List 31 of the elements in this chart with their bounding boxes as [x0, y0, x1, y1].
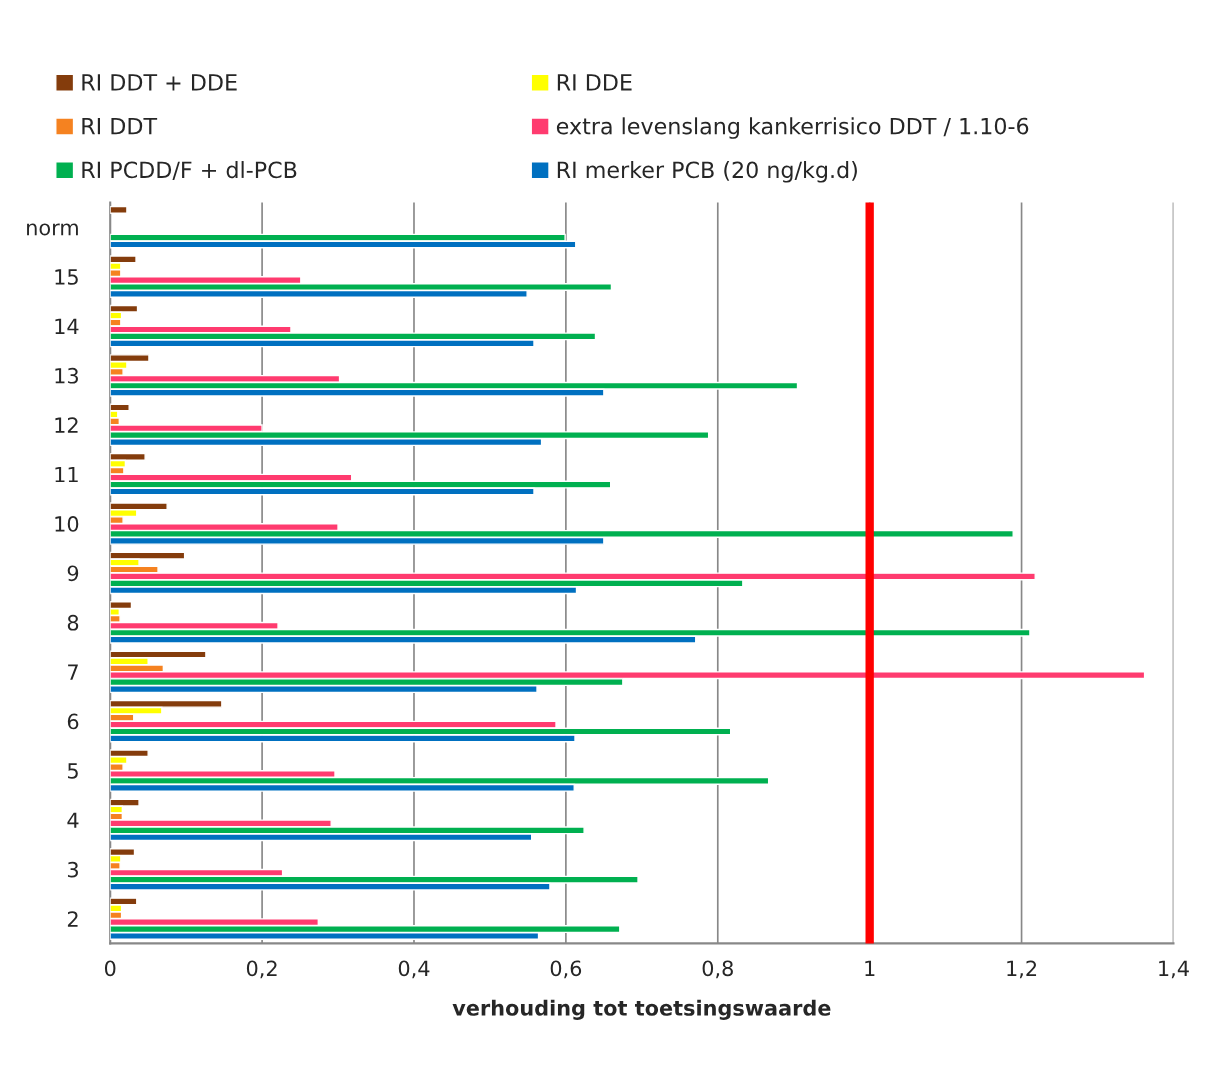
legend-label: RI PCDD/F + dl-PCB: [82, 161, 297, 180]
y-tick-label: 7: [68, 664, 78, 680]
x-axis-title: verhouding tot toetsingswaarde: [452, 999, 831, 1021]
y-tick-label: norm: [27, 223, 78, 236]
y-tick-label: 8: [67, 614, 79, 631]
x-tick-label: 0: [104, 960, 116, 977]
y-tick-label: 3: [67, 861, 78, 878]
legend-label: RI DDE: [557, 74, 632, 91]
legend-label: extra levenslang kankerrisico DDT / 1.10-6: [556, 117, 1029, 139]
y-tick-label: 6: [67, 713, 79, 730]
y-tick-label: 9: [67, 565, 79, 582]
x-tick-label: 1: [865, 960, 875, 976]
x-tick-label: 0,4: [398, 960, 430, 979]
x-tick-label: 0,2: [246, 960, 277, 979]
y-tick-label: 13: [55, 367, 78, 384]
y-tick-label: 12: [55, 417, 78, 433]
y-tick-label: 14: [55, 318, 79, 334]
bar: [110, 205, 128, 214]
y-tick-label: 10: [55, 516, 79, 532]
x-tick-label: 0,6: [550, 960, 582, 979]
legend-label: RI DDT: [82, 117, 158, 135]
legend-label: RI DDT + DDE: [82, 74, 237, 91]
y-tick-label: 11: [55, 466, 78, 483]
y-tick-label: 2: [67, 911, 78, 927]
x-tick-label: 0,8: [702, 960, 733, 979]
y-tick-label: 4: [67, 812, 79, 828]
y-tick-label: 5: [68, 763, 78, 779]
legend-label: RI merker PCB (20 ng/kg.d): [557, 161, 857, 183]
x-tick-label: 1,4: [1159, 960, 1189, 979]
x-tick-label: 1,2: [1007, 960, 1037, 979]
y-tick-label: 15: [55, 269, 78, 285]
